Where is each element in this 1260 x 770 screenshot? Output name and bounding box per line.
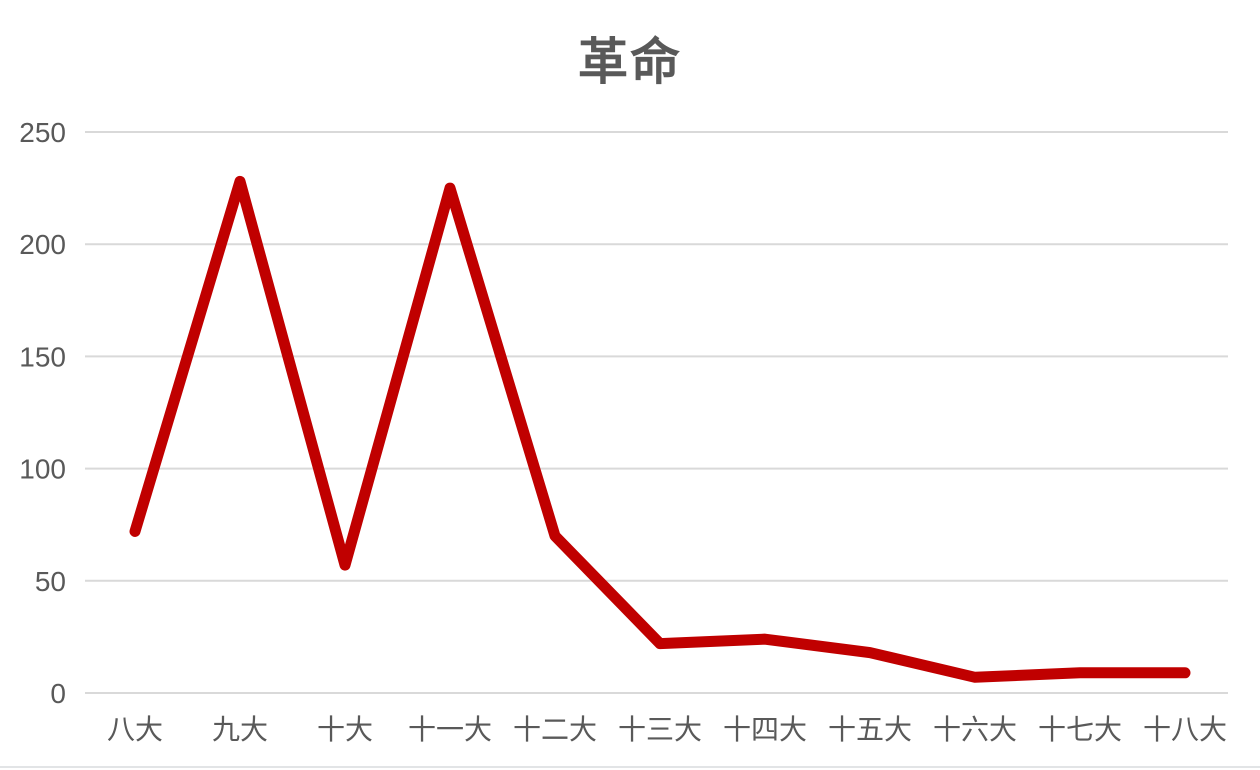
gridlines bbox=[85, 131, 1228, 694]
x-tick-label-8: 十六大 bbox=[933, 714, 1017, 745]
y-axis-labels: 0 50 100 150 200 250 bbox=[19, 117, 66, 709]
x-tick-label-6: 十四大 bbox=[723, 714, 807, 745]
window-bottom-border bbox=[0, 766, 1260, 768]
x-tick-label-10: 十八大 bbox=[1143, 714, 1227, 745]
y-tick-label-100: 100 bbox=[19, 454, 66, 485]
x-tick-label-5: 十三大 bbox=[618, 714, 702, 745]
x-axis-labels: 八大 九大 十大 十一大 十二大 十三大 十四大 十五大 十六大 十七大 十八大 bbox=[107, 714, 1227, 745]
x-tick-label-0: 八大 bbox=[107, 714, 163, 745]
y-tick-label-200: 200 bbox=[19, 229, 66, 260]
x-tick-label-9: 十七大 bbox=[1038, 714, 1122, 745]
y-tick-label-0: 0 bbox=[50, 678, 66, 709]
x-tick-label-2: 十大 bbox=[317, 714, 373, 745]
x-tick-label-3: 十一大 bbox=[408, 714, 492, 745]
x-tick-label-4: 十二大 bbox=[513, 714, 597, 745]
chart-title: 革命 bbox=[578, 34, 682, 90]
y-tick-label-250: 250 bbox=[19, 117, 66, 148]
x-tick-label-7: 十五大 bbox=[828, 714, 912, 745]
y-tick-label-50: 50 bbox=[35, 566, 66, 597]
data-series-line bbox=[129, 175, 1191, 683]
y-tick-label-150: 150 bbox=[19, 341, 66, 372]
x-tick-label-1: 九大 bbox=[212, 714, 268, 745]
